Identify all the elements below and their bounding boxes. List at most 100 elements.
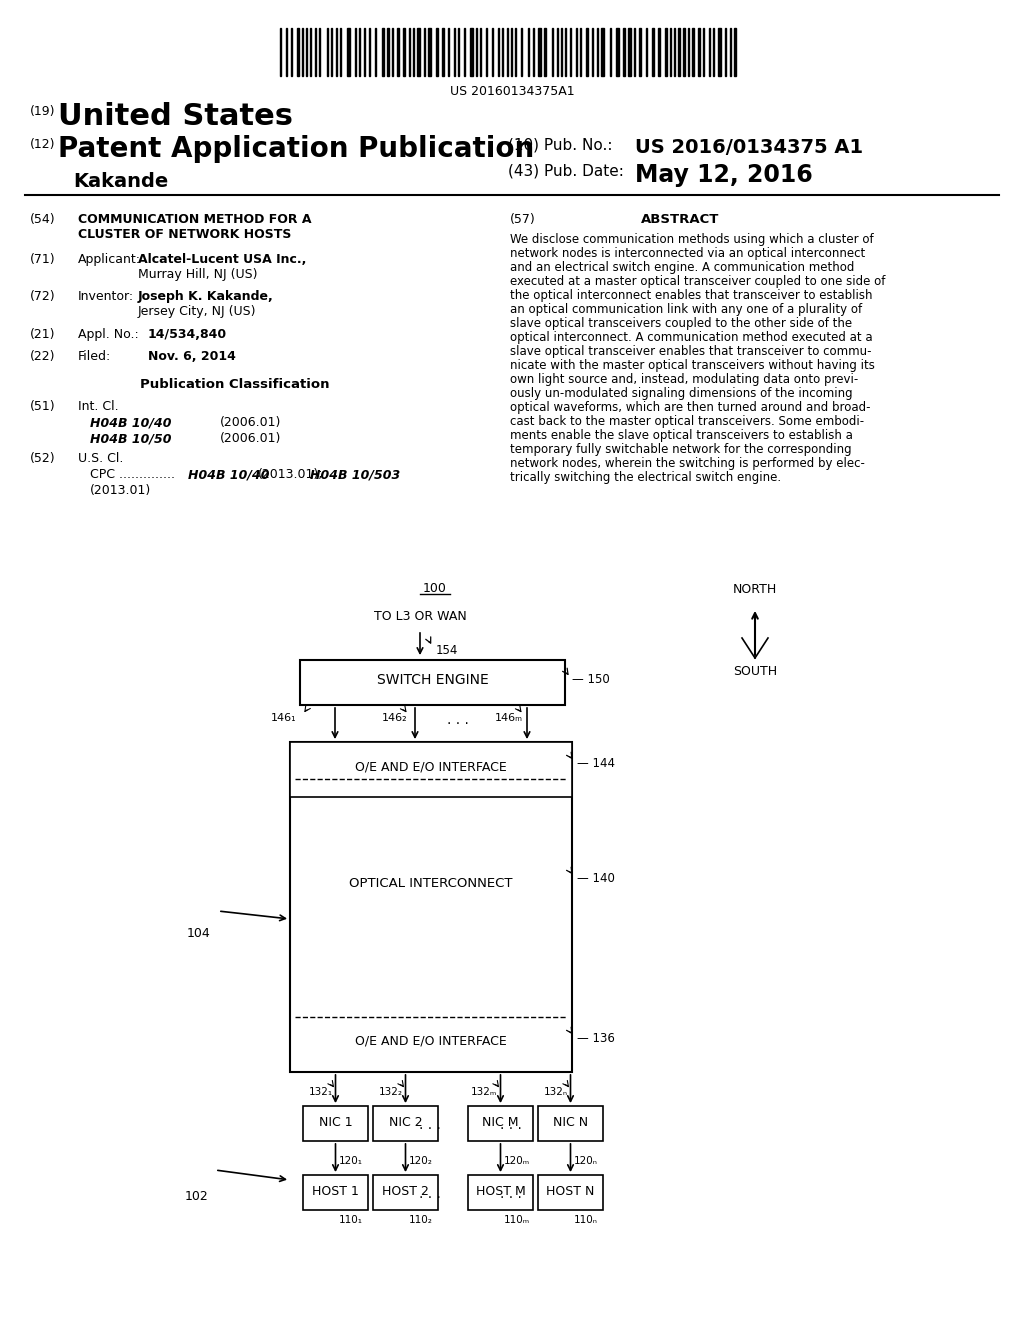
- Text: 102: 102: [184, 1191, 208, 1203]
- Bar: [373, 1106, 438, 1140]
- Text: (54): (54): [30, 213, 55, 226]
- Text: network nodes is interconnected via an optical interconnect: network nodes is interconnected via an o…: [510, 247, 865, 260]
- Bar: [417, 28, 420, 77]
- Text: 146₁: 146₁: [270, 713, 296, 723]
- Bar: [470, 28, 473, 77]
- Text: (51): (51): [30, 400, 55, 413]
- Bar: [616, 28, 618, 77]
- Bar: [538, 28, 541, 77]
- Text: (2013.01);: (2013.01);: [258, 469, 324, 480]
- Bar: [658, 28, 660, 77]
- Text: . . .: . . .: [419, 1187, 441, 1201]
- Text: May 12, 2016: May 12, 2016: [635, 162, 813, 187]
- Text: (12): (12): [30, 139, 55, 150]
- Bar: [698, 28, 700, 77]
- Bar: [683, 28, 685, 77]
- Text: 132ₘ: 132ₘ: [471, 1086, 498, 1097]
- Text: CPC ..............: CPC ..............: [90, 469, 175, 480]
- Text: (52): (52): [30, 451, 55, 465]
- Bar: [428, 28, 431, 77]
- Text: US 2016/0134375 A1: US 2016/0134375 A1: [635, 139, 863, 157]
- Bar: [623, 28, 625, 77]
- Text: (2006.01): (2006.01): [220, 416, 282, 429]
- Bar: [652, 28, 654, 77]
- Text: (2013.01): (2013.01): [90, 484, 152, 498]
- Text: Joseph K. Kakande,: Joseph K. Kakande,: [138, 290, 273, 304]
- Text: slave optical transceivers coupled to the other side of the: slave optical transceivers coupled to th…: [510, 317, 852, 330]
- Text: (19): (19): [30, 106, 55, 117]
- Bar: [538, 1106, 603, 1140]
- Bar: [628, 28, 631, 77]
- Text: (72): (72): [30, 290, 55, 304]
- Text: (22): (22): [30, 350, 55, 363]
- Bar: [601, 28, 604, 77]
- Bar: [303, 1175, 368, 1210]
- Bar: [692, 28, 694, 77]
- Bar: [436, 28, 438, 77]
- Text: and an electrical switch engine. A communication method: and an electrical switch engine. A commu…: [510, 261, 854, 275]
- Text: US 20160134375A1: US 20160134375A1: [450, 84, 574, 98]
- Text: O/E AND E/O INTERFACE: O/E AND E/O INTERFACE: [355, 760, 507, 774]
- Text: slave optical transceiver enables that transceiver to commu-: slave optical transceiver enables that t…: [510, 345, 871, 358]
- Text: the optical interconnect enables that transceiver to establish: the optical interconnect enables that tr…: [510, 289, 872, 302]
- Text: — 140: — 140: [577, 873, 614, 884]
- Text: 110ₙ: 110ₙ: [573, 1214, 597, 1225]
- Text: 132₂: 132₂: [379, 1086, 402, 1097]
- Text: Publication Classification: Publication Classification: [140, 378, 330, 391]
- Bar: [544, 28, 546, 77]
- Text: (43) Pub. Date:: (43) Pub. Date:: [508, 162, 624, 178]
- Text: 120₁: 120₁: [339, 1156, 362, 1166]
- Text: . . .: . . .: [500, 1187, 522, 1201]
- Text: — 150: — 150: [572, 673, 609, 686]
- Bar: [397, 28, 399, 77]
- Text: SOUTH: SOUTH: [733, 665, 777, 678]
- Text: 120₂: 120₂: [409, 1156, 432, 1166]
- Bar: [586, 28, 588, 77]
- Text: Jersey City, NJ (US): Jersey City, NJ (US): [138, 305, 256, 318]
- Text: 146ₘ: 146ₘ: [495, 713, 523, 723]
- Bar: [442, 28, 444, 77]
- Text: executed at a master optical transceiver coupled to one side of: executed at a master optical transceiver…: [510, 275, 886, 288]
- Text: NIC N: NIC N: [553, 1115, 588, 1129]
- Bar: [678, 28, 680, 77]
- Text: network nodes, wherein the switching is performed by elec-: network nodes, wherein the switching is …: [510, 457, 865, 470]
- Text: 110₁: 110₁: [339, 1214, 362, 1225]
- Text: H04B 10/50: H04B 10/50: [90, 432, 171, 445]
- Text: — 144: — 144: [577, 756, 615, 770]
- Bar: [387, 28, 389, 77]
- Text: 146₂: 146₂: [382, 713, 408, 723]
- Text: . . .: . . .: [419, 1118, 441, 1133]
- Bar: [403, 28, 406, 77]
- Text: H04B 10/40: H04B 10/40: [90, 416, 171, 429]
- Text: 104: 104: [186, 927, 210, 940]
- Bar: [290, 742, 572, 797]
- Bar: [290, 742, 572, 1072]
- Text: 120ₘ: 120ₘ: [504, 1156, 529, 1166]
- Text: Int. Cl.: Int. Cl.: [78, 400, 119, 413]
- Text: HOST 2: HOST 2: [382, 1185, 429, 1199]
- Text: NIC 2: NIC 2: [389, 1115, 422, 1129]
- Text: (21): (21): [30, 327, 55, 341]
- Text: ously un-modulated signaling dimensions of the incoming: ously un-modulated signaling dimensions …: [510, 387, 853, 400]
- Text: nicate with the master optical transceivers without having its: nicate with the master optical transceiv…: [510, 359, 874, 372]
- Text: 110ₘ: 110ₘ: [504, 1214, 529, 1225]
- Text: temporary fully switchable network for the corresponding: temporary fully switchable network for t…: [510, 444, 852, 455]
- Bar: [373, 1175, 438, 1210]
- Text: . . .: . . .: [500, 1118, 522, 1133]
- Bar: [538, 1175, 603, 1210]
- Text: 132ₙ: 132ₙ: [544, 1086, 567, 1097]
- Text: 14/534,840: 14/534,840: [148, 327, 227, 341]
- Text: (57): (57): [510, 213, 536, 226]
- Text: ments enable the slave optical transceivers to establish a: ments enable the slave optical transceiv…: [510, 429, 853, 442]
- Text: OPTICAL INTERCONNECT: OPTICAL INTERCONNECT: [349, 876, 513, 890]
- Text: optical waveforms, which are then turned around and broad-: optical waveforms, which are then turned…: [510, 401, 870, 414]
- Text: Kakande: Kakande: [73, 172, 168, 191]
- Text: SWITCH ENGINE: SWITCH ENGINE: [377, 673, 488, 686]
- Text: Murray Hill, NJ (US): Murray Hill, NJ (US): [138, 268, 257, 281]
- Text: U.S. Cl.: U.S. Cl.: [78, 451, 123, 465]
- Text: O/E AND E/O INTERFACE: O/E AND E/O INTERFACE: [355, 1035, 507, 1048]
- Text: (10) Pub. No.:: (10) Pub. No.:: [508, 139, 612, 153]
- Text: (71): (71): [30, 253, 55, 267]
- Text: CLUSTER OF NETWORK HOSTS: CLUSTER OF NETWORK HOSTS: [78, 228, 292, 242]
- Bar: [382, 28, 384, 77]
